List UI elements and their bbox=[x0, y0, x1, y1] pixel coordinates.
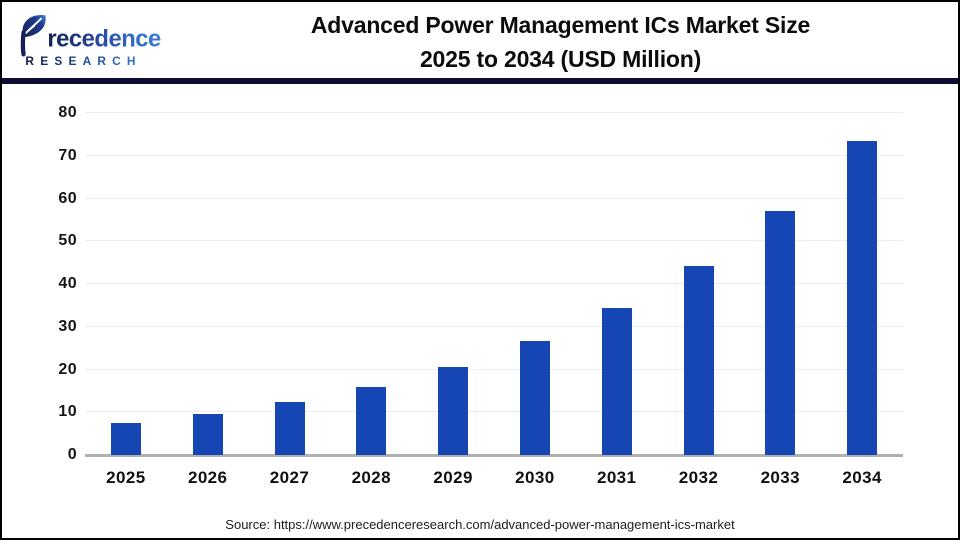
x-tick-label-2029: 2029 bbox=[433, 468, 473, 487]
y-tick-label-30: 30 bbox=[58, 317, 77, 335]
bar-2026 bbox=[192, 413, 223, 455]
gridline-60 bbox=[85, 197, 903, 199]
chart-title-line1: Advanced Power Management ICs Market Siz… bbox=[310, 12, 811, 38]
plot-area bbox=[85, 112, 903, 457]
x-tick-label-2025: 2025 bbox=[106, 468, 146, 487]
header: recedence RESEARCH Advanced Power Manage… bbox=[2, 2, 958, 84]
y-tick-label-40: 40 bbox=[58, 275, 77, 292]
y-tick-label-70: 70 bbox=[58, 146, 77, 164]
gridline-10 bbox=[85, 411, 903, 413]
gridline-80 bbox=[85, 112, 903, 113]
gridline-40 bbox=[85, 283, 903, 284]
logo-brand-text: recedence bbox=[47, 26, 161, 53]
x-tick-label-2030: 2030 bbox=[515, 468, 555, 487]
x-tick-label-2033: 2033 bbox=[760, 468, 800, 487]
x-tick-label-2034: 2034 bbox=[842, 468, 882, 487]
bar-2032 bbox=[683, 265, 714, 455]
bar-2033 bbox=[765, 211, 796, 455]
gridline-50 bbox=[85, 240, 903, 242]
y-tick-label-0: 0 bbox=[67, 446, 77, 463]
x-axis-line bbox=[85, 454, 903, 457]
x-tick-label-2028: 2028 bbox=[351, 468, 391, 487]
y-tick-label-60: 60 bbox=[58, 189, 77, 207]
x-tick-label-2027: 2027 bbox=[269, 468, 310, 487]
y-tick-label-80: 80 bbox=[58, 104, 77, 121]
bar-2030 bbox=[519, 341, 550, 455]
bar-2028 bbox=[356, 386, 387, 455]
bar-2029 bbox=[438, 366, 469, 455]
leaf-icon bbox=[20, 14, 46, 57]
x-tick-label-2032: 2032 bbox=[678, 468, 719, 487]
chart-title-line2: 2025 to 2034 (USD Million) bbox=[419, 46, 702, 72]
source-text: Source: https://www.precedenceresearch.c… bbox=[225, 517, 735, 532]
chart-title: Advanced Power Management ICs Market Siz… bbox=[177, 8, 944, 76]
bar-2031 bbox=[601, 308, 632, 455]
logo: recedence RESEARCH bbox=[14, 10, 174, 72]
gridline-70 bbox=[85, 154, 903, 156]
x-tick-label-2031: 2031 bbox=[596, 468, 637, 487]
bar-2034 bbox=[847, 140, 878, 455]
logo-graphic: recedence RESEARCH bbox=[20, 14, 162, 68]
bar-2027 bbox=[274, 401, 305, 455]
bar-2025 bbox=[110, 422, 141, 455]
gridline-30 bbox=[85, 325, 903, 327]
y-tick-label-50: 50 bbox=[58, 232, 77, 250]
x-tick-label-2026: 2026 bbox=[187, 468, 228, 487]
logo-subtitle-text: RESEARCH bbox=[25, 54, 141, 68]
gridline-20 bbox=[85, 368, 903, 370]
y-tick-label-20: 20 bbox=[58, 360, 77, 378]
y-tick-label-10: 10 bbox=[58, 403, 77, 421]
